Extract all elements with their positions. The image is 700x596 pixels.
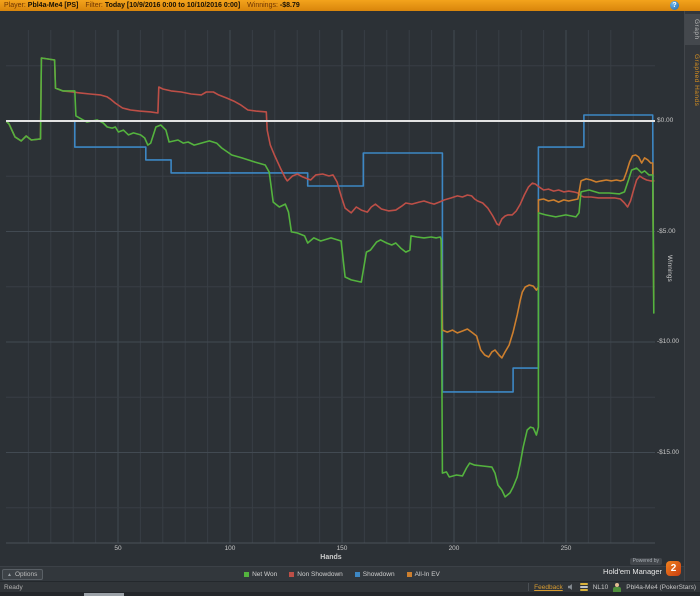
y-tick-label: -$15.00 [657, 448, 680, 456]
legend-item: Non Showdown [289, 571, 343, 578]
legend-label: Non Showdown [297, 571, 343, 578]
x-tick-label: 100 [224, 545, 236, 552]
chart-legend: Net Won Non Showdown Showdown All-In EV [0, 567, 684, 582]
legend-swatch-icon [244, 572, 250, 577]
tab-graphed-hands[interactable]: Graphed Hands [693, 53, 700, 106]
status-bar: Ready Feedback NL10 Pbl4a-Me4 (PokerStar… [0, 581, 700, 592]
series-net-won [6, 57, 655, 498]
player-value: Pbl4a-Me4 [PS] [27, 2, 79, 9]
y-axis-title: Winnings [666, 255, 673, 282]
legend-swatch-icon [289, 572, 295, 577]
options-label: Options [14, 571, 38, 578]
legend-label: All-In EV [414, 571, 440, 578]
taskbar-notch [84, 593, 124, 596]
winnings-label: Winnings: [247, 2, 278, 9]
speaker-icon [567, 584, 572, 590]
legend-item: Net Won [244, 571, 277, 578]
series-showdown [6, 114, 655, 393]
hm2-badge-icon: 2 [666, 561, 681, 576]
separator [528, 583, 530, 591]
legend-label: Net Won [252, 571, 278, 578]
filter-value: Today [10/9/2016 0:00 to 10/10/2016 0:00… [104, 2, 241, 9]
x-tick-label: 250 [560, 545, 572, 552]
stakes-selector[interactable]: NL10 [592, 583, 609, 591]
legend-swatch-icon [406, 572, 412, 577]
winnings-graph[interactable] [6, 30, 655, 544]
x-tick-label: 150 [336, 545, 348, 552]
legend-item: Showdown [354, 571, 395, 578]
chips-icon [579, 583, 588, 591]
graph-footer-bar: Net Won Non Showdown Showdown All-In EV ▲ Op… [0, 558, 684, 582]
filter-label: Filter: [85, 2, 103, 9]
x-tick-label: 50 [114, 545, 122, 552]
hm2-name: Hold'em Manager [603, 567, 662, 576]
series-all-in-ev [440, 154, 655, 359]
x-axis-title: Hands [320, 554, 342, 561]
winnings-value: -$8.79 [279, 2, 300, 9]
help-icon[interactable]: ? [670, 1, 679, 10]
tab-graph[interactable]: Graph [685, 14, 700, 45]
options-arrow-icon: ▲ [7, 572, 12, 578]
avatar-icon [613, 582, 622, 592]
graph-panel: $0.00 -$5.00 -$10.00 -$15.00 50 100 150 200 250… [0, 11, 684, 581]
y-tick-label: -$10.00 [657, 338, 680, 345]
y-tick-label: $0.00 [657, 117, 674, 124]
hm2-logo: Powered by Hold'em Manager 2 [592, 558, 682, 580]
right-tab-strip: Graph Graphed Hands [684, 11, 700, 581]
powered-by-label: Powered by [629, 558, 662, 565]
y-tick-label: -$5.00 [657, 227, 676, 235]
legend-swatch-icon [354, 572, 360, 577]
x-tick-label: 200 [448, 545, 460, 552]
window-bottom-edge [0, 592, 700, 596]
feedback-link[interactable]: Feedback [534, 583, 563, 591]
legend-label: Showdown [362, 571, 395, 578]
player-label: Player: [4, 2, 26, 9]
legend-item: All-In EV [406, 571, 440, 578]
status-ready: Ready [4, 583, 23, 591]
player-selector[interactable]: Pbl4a-Me4 (PokerStars) [626, 583, 696, 591]
top-info-bar: Player: Pbl4a-Me4 [PS] Filter: Today [10… [0, 0, 700, 11]
options-button[interactable]: ▲ Options [2, 569, 44, 580]
series-non-showdown [6, 57, 655, 226]
